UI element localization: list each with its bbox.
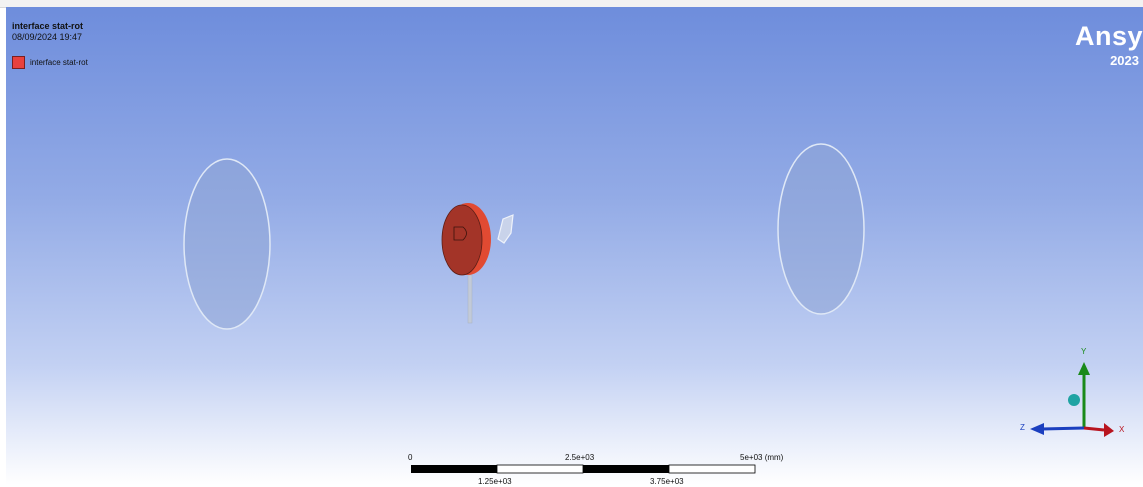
model-canvas[interactable]: [6, 7, 1143, 485]
scale-segment-1: [411, 465, 497, 473]
triad-x-label: X: [1119, 425, 1125, 434]
triad-x-arrowhead: [1104, 423, 1114, 437]
triad-z-label: Z: [1020, 423, 1025, 432]
triad-z-axis: [1041, 426, 1085, 431]
model-title: interface stat-rot: [12, 21, 84, 31]
legend-label: interface stat-rot: [30, 58, 88, 67]
right-boundary-ellipse[interactable]: [777, 143, 865, 315]
interface-disk-hub: [453, 226, 467, 241]
shaft[interactable]: [467, 274, 473, 324]
triad-x-axis: [1083, 426, 1105, 432]
scale-bar: [411, 464, 756, 474]
triad-y-label: Y: [1081, 347, 1087, 356]
scale-label-5000: 5e+03 (mm): [740, 453, 784, 462]
axis-triad[interactable]: [1030, 362, 1114, 437]
blade-outline[interactable]: [497, 214, 514, 244]
scale-segment-4: [668, 464, 756, 474]
scale-label-2500: 2.5e+03: [565, 453, 595, 462]
triad-iso-ball[interactable]: [1068, 394, 1080, 406]
legend-swatch: [12, 56, 25, 69]
scale-segment-2: [496, 464, 584, 474]
left-boundary-ellipse[interactable]: [183, 158, 271, 330]
scale-label-0: 0: [408, 453, 413, 462]
scale-label-3750: 3.75e+03: [650, 477, 684, 485]
ansys-logo: Ansy: [1074, 21, 1143, 51]
legend-entry[interactable]: interface stat-rot: [12, 56, 88, 69]
triad-y-arrowhead: [1078, 362, 1090, 375]
ansys-version-year: 2023: [1110, 53, 1139, 68]
graphics-viewport[interactable]: interface stat-rot 08/09/2024 19:47 inte…: [6, 7, 1143, 485]
scale-label-1250: 1.25e+03: [478, 477, 512, 485]
triad-z-arrowhead: [1030, 423, 1044, 435]
scale-segment-3: [583, 465, 669, 473]
timestamp: 08/09/2024 19:47: [12, 32, 83, 42]
